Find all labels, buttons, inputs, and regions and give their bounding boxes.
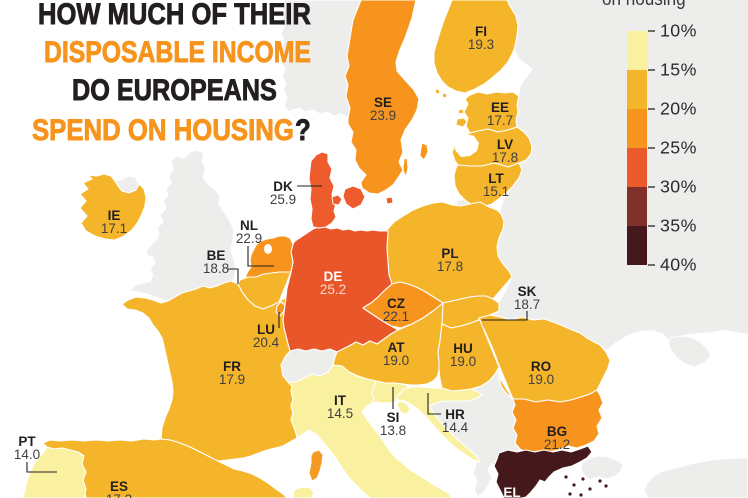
svg-text:HR: HR [445,407,465,422]
svg-text:23.9: 23.9 [370,108,396,123]
svg-text:17.9: 17.9 [219,372,245,387]
svg-text:SPEND ON HOUSING: SPEND ON HOUSING [32,113,294,146]
svg-text:DO EUROPEANS: DO EUROPEANS [72,73,277,107]
svg-text:BE: BE [207,248,226,263]
svg-text:18.8: 18.8 [203,261,229,276]
svg-text:19.3: 19.3 [468,37,494,52]
svg-text:20.4: 20.4 [253,335,280,350]
svg-text:13.8: 13.8 [380,423,406,438]
svg-text:17.8: 17.8 [437,259,463,274]
svg-text:17.8: 17.8 [492,150,518,165]
svg-text:RO: RO [531,359,551,374]
svg-text:22.1: 22.1 [383,309,409,324]
svg-text:DE: DE [324,269,343,284]
svg-text:CZ: CZ [387,296,405,311]
svg-text:14.4: 14.4 [442,420,469,435]
svg-text:FR: FR [223,359,241,374]
svg-text:20%: 20% [660,99,697,119]
svg-text:IE: IE [108,208,121,223]
svg-text:HOW MUCH OF THEIR: HOW MUCH OF THEIR [38,0,311,30]
svg-text:15.1: 15.1 [483,184,509,199]
svg-text:25%: 25% [660,138,697,158]
svg-text:?: ? [295,113,311,146]
svg-text:on housing: on housing [602,0,686,9]
svg-text:LT: LT [488,171,504,186]
svg-text:14.5: 14.5 [327,406,353,421]
svg-text:17.1: 17.1 [101,221,127,236]
svg-text:40%: 40% [660,255,697,275]
svg-text:AT: AT [388,340,406,355]
svg-text:DISPOSABLE INCOME: DISPOSABLE INCOME [44,35,311,69]
svg-text:EL: EL [503,485,520,498]
svg-text:19.0: 19.0 [450,354,476,369]
svg-text:17.2: 17.2 [106,492,132,498]
svg-text:SE: SE [374,95,392,110]
svg-text:35%: 35% [660,216,697,236]
svg-text:PT: PT [18,434,36,449]
svg-text:18.7: 18.7 [514,297,540,312]
svg-text:FI: FI [475,24,487,39]
svg-text:25.9: 25.9 [270,192,296,207]
svg-text:10%: 10% [660,21,697,41]
svg-text:SK: SK [518,284,537,299]
svg-text:19.0: 19.0 [528,372,554,387]
svg-text:NL: NL [240,218,258,233]
svg-text:30%: 30% [660,177,697,197]
svg-text:PL: PL [441,246,458,261]
svg-text:LV: LV [497,137,513,152]
svg-text:21.2: 21.2 [544,437,570,452]
svg-text:ES: ES [110,479,128,494]
svg-text:17.7: 17.7 [487,113,513,128]
svg-text:BG: BG [547,424,567,439]
svg-text:14.0: 14.0 [14,447,40,462]
svg-text:15%: 15% [660,60,697,80]
svg-text:EE: EE [491,100,509,115]
svg-text:19.0: 19.0 [383,353,409,368]
svg-text:DK: DK [273,179,293,194]
svg-text:HU: HU [453,341,473,356]
svg-text:25.2: 25.2 [320,282,346,297]
svg-text:22.9: 22.9 [236,231,262,246]
svg-text:LU: LU [257,322,275,337]
svg-text:SI: SI [387,410,400,425]
svg-text:IT: IT [334,393,347,408]
